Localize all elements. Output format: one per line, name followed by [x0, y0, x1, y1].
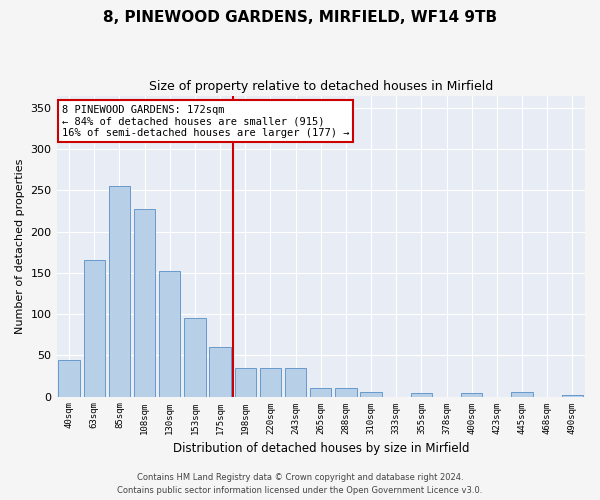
- Bar: [134, 208, 155, 396]
- Bar: [562, 395, 583, 396]
- Bar: [285, 368, 307, 396]
- X-axis label: Distribution of detached houses by size in Mirfield: Distribution of detached houses by size …: [173, 442, 469, 455]
- Text: Contains HM Land Registry data © Crown copyright and database right 2024.
Contai: Contains HM Land Registry data © Crown c…: [118, 474, 482, 495]
- Y-axis label: Number of detached properties: Number of detached properties: [15, 158, 25, 334]
- Bar: [159, 271, 181, 396]
- Bar: [411, 394, 432, 396]
- Text: 8 PINEWOOD GARDENS: 172sqm
← 84% of detached houses are smaller (915)
16% of sem: 8 PINEWOOD GARDENS: 172sqm ← 84% of deta…: [62, 104, 349, 138]
- Bar: [184, 318, 206, 396]
- Bar: [235, 368, 256, 396]
- Bar: [361, 392, 382, 396]
- Bar: [58, 360, 80, 396]
- Bar: [83, 260, 105, 396]
- Bar: [310, 388, 331, 396]
- Text: 8, PINEWOOD GARDENS, MIRFIELD, WF14 9TB: 8, PINEWOOD GARDENS, MIRFIELD, WF14 9TB: [103, 10, 497, 25]
- Bar: [209, 347, 231, 397]
- Bar: [109, 186, 130, 396]
- Title: Size of property relative to detached houses in Mirfield: Size of property relative to detached ho…: [149, 80, 493, 93]
- Bar: [335, 388, 356, 396]
- Bar: [511, 392, 533, 396]
- Bar: [260, 368, 281, 396]
- Bar: [461, 394, 482, 396]
